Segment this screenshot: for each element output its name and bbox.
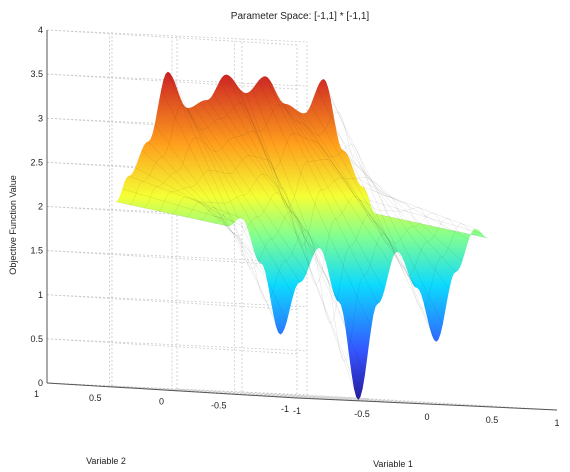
- mesh-line: [214, 212, 475, 362]
- mesh-line: [200, 101, 313, 257]
- mesh-line: [271, 83, 385, 291]
- z-tick-label: 0.5: [30, 334, 43, 344]
- mesh-line: [310, 104, 424, 302]
- y-tick-label: 0: [159, 397, 164, 407]
- y-tick-label: 0.5: [89, 393, 102, 403]
- surface-body: [115, 71, 489, 400]
- x-tick-label: -1: [293, 406, 301, 416]
- mesh-line: [115, 201, 229, 227]
- mesh-line: [356, 177, 469, 240]
- mesh-line: [213, 93, 326, 262]
- mesh-line: [171, 173, 433, 247]
- z-tick-label: 1: [38, 290, 43, 300]
- mesh-line: [128, 175, 242, 219]
- mesh-line: [245, 92, 359, 400]
- mesh-line: [239, 88, 352, 376]
- mesh-line: [219, 80, 333, 289]
- z-tick-label: 1.5: [30, 246, 43, 256]
- surface-mesh: [115, 71, 489, 400]
- mesh-line: [343, 150, 456, 273]
- x-tick-label: 1: [554, 418, 559, 428]
- mesh-line: [258, 80, 372, 328]
- z-tick-label: 2.5: [30, 157, 43, 167]
- mesh-line: [143, 131, 405, 221]
- mesh-line: [369, 200, 482, 234]
- mesh-line: [304, 113, 417, 288]
- side-wall-grid-line: [46, 29, 298, 46]
- mesh-line: [336, 132, 450, 290]
- mesh-line: [154, 124, 268, 282]
- side-wall-grid-line: [46, 250, 298, 267]
- z-tick-label: 2: [38, 202, 43, 212]
- mesh-line: [129, 102, 390, 217]
- floor-grid-line: [109, 386, 370, 400]
- back-wall-grid-line: [46, 294, 308, 308]
- z-tick-label: 4: [38, 25, 43, 35]
- mesh-line: [187, 107, 300, 283]
- mesh-line: [278, 96, 391, 265]
- mesh-line: [330, 96, 443, 325]
- mesh-line: [349, 159, 463, 262]
- mesh-line: [291, 106, 404, 261]
- y-tick-label: -0.5: [211, 400, 227, 410]
- mesh-line: [252, 88, 365, 376]
- y-tick-label: 1: [34, 389, 39, 399]
- mesh-line: [180, 98, 294, 296]
- y-axis-label: Variable 2: [86, 456, 126, 466]
- mesh-line: [135, 167, 248, 230]
- floor-grid-line: [171, 390, 433, 403]
- mesh-line: [174, 80, 287, 322]
- z-tick-label: 3: [38, 113, 43, 123]
- y-axis-line: [46, 382, 298, 399]
- mesh-line: [362, 186, 476, 230]
- axes-grid: [46, 29, 558, 411]
- chart-title: Parameter Space: [-1,1] * [-1,1]: [231, 11, 370, 22]
- mesh-line: [122, 188, 235, 223]
- mesh-line: [226, 74, 339, 303]
- x-axis-line: [296, 397, 558, 411]
- mesh-line: [375, 213, 489, 239]
- mesh-line: [167, 71, 281, 335]
- z-axis-label: Objective Function Value: [8, 175, 18, 274]
- mesh-line: [206, 99, 320, 249]
- mesh-line: [297, 110, 411, 279]
- x-tick-label: 0.5: [486, 415, 499, 425]
- floor-grid-line: [241, 391, 493, 408]
- back-wall-grid-line: [46, 29, 308, 43]
- z-tick-label: 3.5: [30, 69, 43, 79]
- mesh-line: [317, 87, 430, 329]
- mesh-line: [323, 78, 437, 342]
- mesh-line: [200, 207, 461, 324]
- mesh-line: [148, 141, 261, 264]
- mesh-line: [193, 105, 307, 275]
- x-tick-label: -0.5: [354, 409, 370, 419]
- mesh-line: [265, 76, 378, 304]
- back-wall-grid-line: [46, 382, 308, 396]
- surface-plot: [115, 71, 489, 400]
- back-wall-grid-line: [46, 338, 308, 352]
- side-wall-grid-line: [46, 294, 298, 311]
- x-axis-label: Variable 1: [373, 459, 413, 469]
- mesh-line: [232, 79, 346, 327]
- mesh-line: [141, 149, 255, 252]
- mesh-line: [157, 155, 419, 224]
- mesh-line: [161, 89, 274, 317]
- side-wall-grid-line: [46, 338, 298, 355]
- mesh-line: [185, 192, 447, 286]
- x-tick-label: 0: [424, 412, 429, 422]
- floor-grid-line: [306, 394, 558, 411]
- mesh-line: [284, 103, 398, 252]
- z-tick-label: 0: [38, 378, 43, 388]
- y-tick-label: -1: [281, 404, 289, 414]
